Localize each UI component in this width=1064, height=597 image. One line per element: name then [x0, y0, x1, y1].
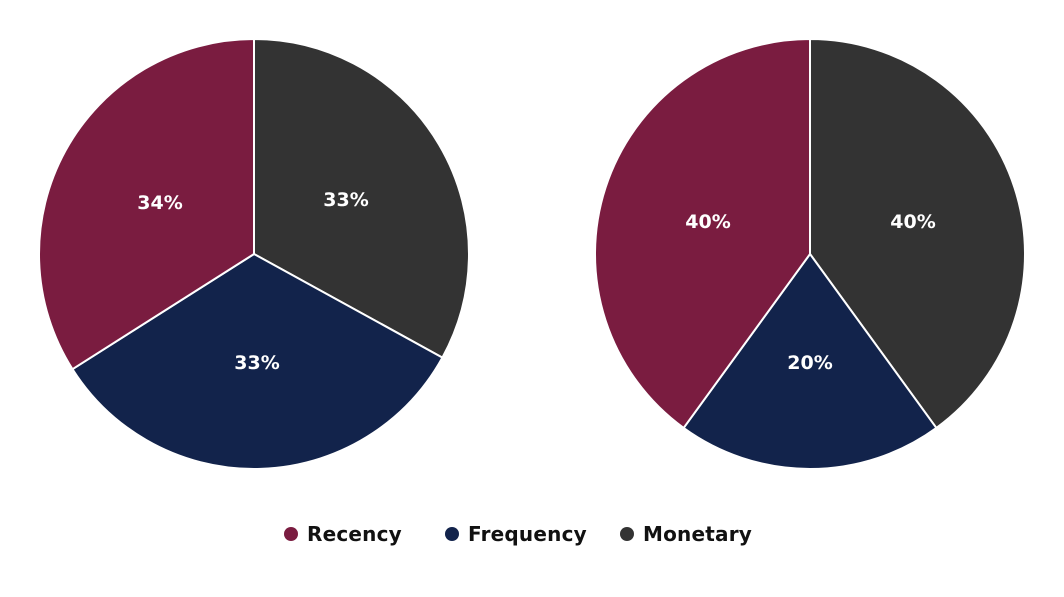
- recency-dot-icon: [284, 527, 298, 541]
- legend-label: Frequency: [468, 522, 587, 546]
- pie-slice-frequency: [682, 253, 938, 470]
- monetary-dot-icon: [620, 527, 634, 541]
- legend-label: Recency: [307, 522, 402, 546]
- slice-label-monetary: 40%: [890, 211, 935, 233]
- pie-slice-recency: [594, 38, 811, 429]
- slice-label-frequency: 33%: [234, 352, 279, 374]
- slice-label-monetary: 33%: [323, 189, 368, 211]
- pie-slice-monetary: [809, 38, 1026, 429]
- pie-chart-right: 40% 20% 40%: [594, 38, 1026, 470]
- legend-item-monetary: Monetary: [620, 518, 752, 550]
- pie-charts-canvas: 34% 33% 33% 40% 20% 40%: [38, 38, 1026, 470]
- legend-item-recency: Recency: [284, 518, 402, 550]
- chart-legend: Recency Frequency Monetary: [0, 518, 1064, 550]
- slice-label-recency: 40%: [685, 211, 730, 233]
- pie-slice-monetary: [253, 38, 470, 359]
- legend-item-frequency: Frequency: [445, 518, 587, 550]
- pie-slice-frequency: [71, 253, 444, 470]
- slice-label-frequency: 20%: [787, 352, 832, 374]
- pie-chart-left: 34% 33% 33%: [38, 38, 470, 470]
- slice-label-recency: 34%: [137, 192, 182, 214]
- pie-slice-recency: [38, 38, 255, 371]
- frequency-dot-icon: [445, 527, 459, 541]
- legend-label: Monetary: [643, 522, 753, 546]
